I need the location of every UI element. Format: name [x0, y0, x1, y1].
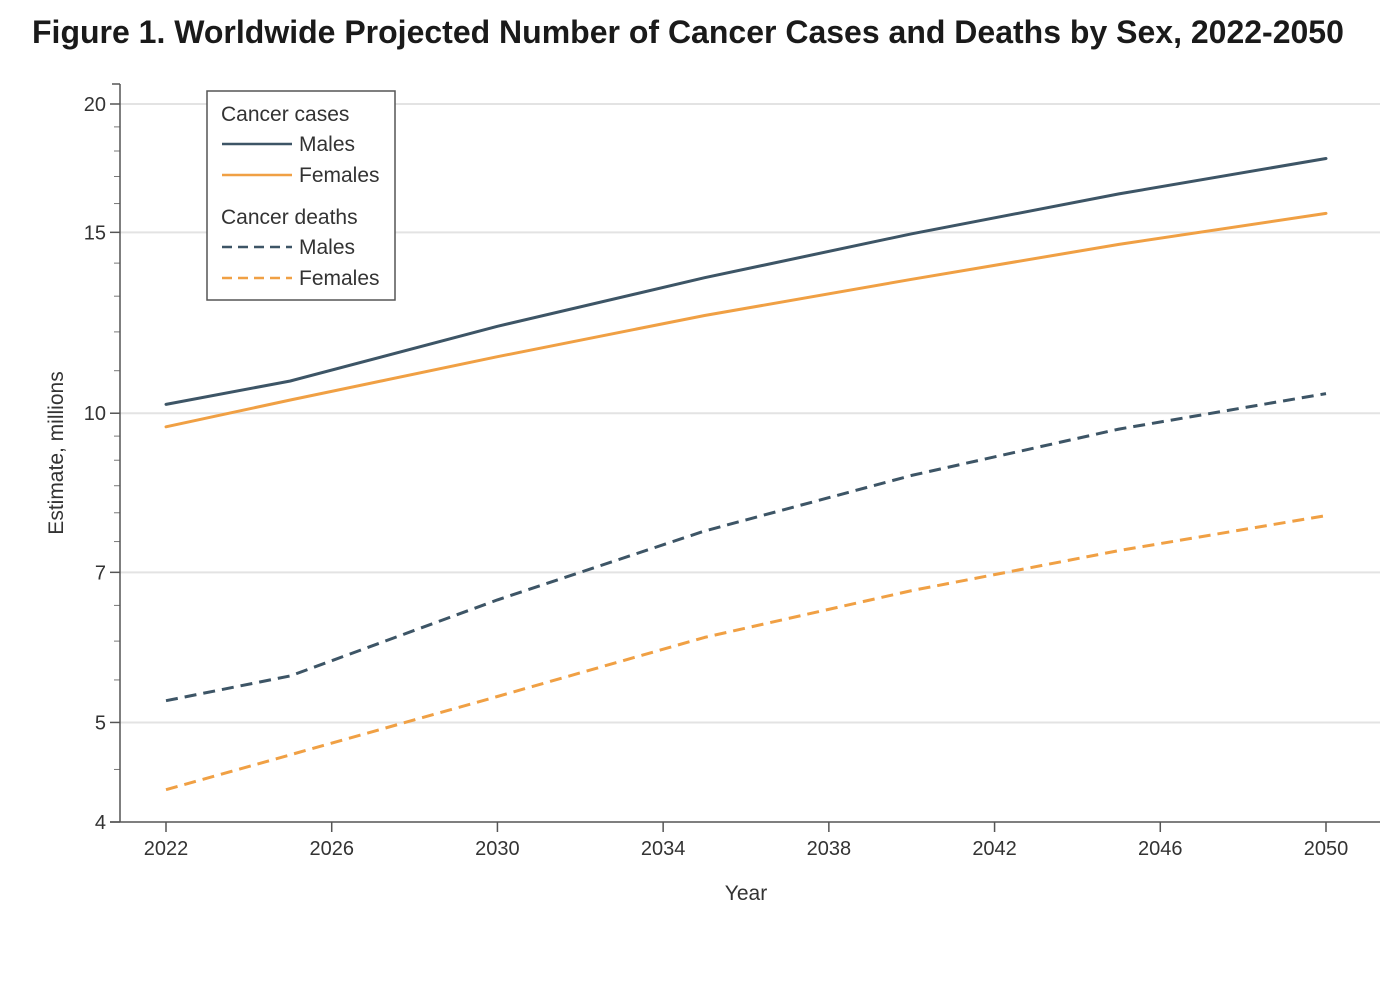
y-axis-label: Estimate, millions [45, 371, 68, 534]
y-tick-label: 5 [95, 712, 106, 734]
x-axis-label: Year [725, 882, 767, 905]
y-tick-label: 10 [84, 403, 106, 425]
legend: Cancer cases Males Females Cancer deaths… [206, 90, 396, 301]
y-tick-label: 4 [95, 812, 106, 834]
legend-label-cases-females: Females [299, 164, 380, 187]
legend-group-title-cases: Cancer cases [221, 103, 349, 126]
x-tick-label: 2038 [807, 838, 852, 860]
x-tick-label: 2026 [309, 838, 354, 860]
y-tick-label: 20 [84, 94, 106, 116]
x-tick-label: 2050 [1304, 838, 1349, 860]
x-tick-label: 2042 [972, 838, 1017, 860]
series-layer [164, 157, 1328, 792]
x-tick-label: 2034 [641, 838, 686, 860]
x-tick-label: 2022 [144, 838, 189, 860]
x-axis: 2022 2026 2030 2034 2038 2042 2046 2050 [110, 821, 1380, 860]
y-tick-label: 15 [84, 222, 106, 244]
y-axis: 4 5 7 10 15 20 [84, 83, 121, 834]
legend-group-title-deaths: Cancer deaths [221, 206, 358, 229]
legend-box [206, 90, 396, 301]
chart-title: Figure 1. Worldwide Projected Number of … [32, 14, 1344, 50]
legend-label-deaths-males: Males [299, 236, 355, 259]
y-tick-label: 7 [95, 562, 106, 584]
series-line-cases-males [164, 157, 1328, 406]
series-line-deaths-females [165, 514, 1327, 792]
series-line-deaths-males [165, 392, 1327, 703]
legend-label-deaths-females: Females [299, 267, 380, 290]
legend-label-cases-males: Males [299, 133, 355, 156]
x-tick-label: 2030 [475, 838, 520, 860]
x-tick-label: 2046 [1138, 838, 1183, 860]
series-line-cases-females [164, 211, 1328, 429]
